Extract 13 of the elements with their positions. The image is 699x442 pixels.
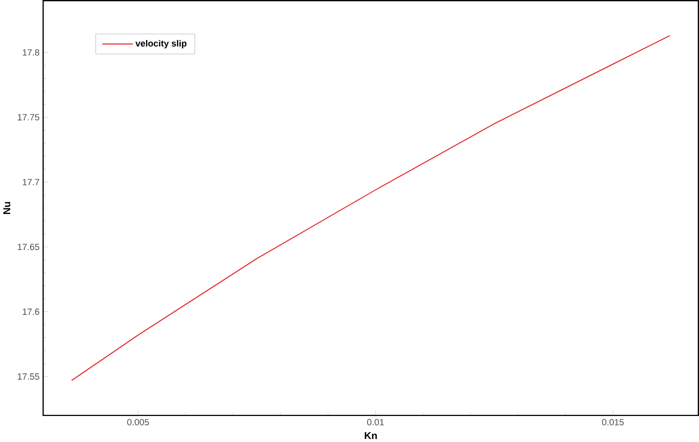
- y-tick-label: 17.8: [22, 49, 40, 56]
- x-tick-label: 0.005: [127, 418, 149, 426]
- y-tick-label: 17.65: [18, 244, 40, 250]
- y-tick-label: 17.55: [18, 373, 40, 380]
- legend-label: velocity slip: [135, 40, 186, 48]
- x-axis-title: Kn: [364, 432, 377, 439]
- y-tick-label: 17.7: [22, 178, 40, 185]
- y-axis-title: Nu: [3, 202, 10, 214]
- y-tick-label: 17.6: [22, 308, 40, 315]
- x-tick-label: 0.015: [602, 418, 624, 426]
- x-tick-label: 0.01: [367, 418, 384, 426]
- y-tick-label: 17.75: [18, 114, 40, 120]
- line-series: [71, 34, 670, 381]
